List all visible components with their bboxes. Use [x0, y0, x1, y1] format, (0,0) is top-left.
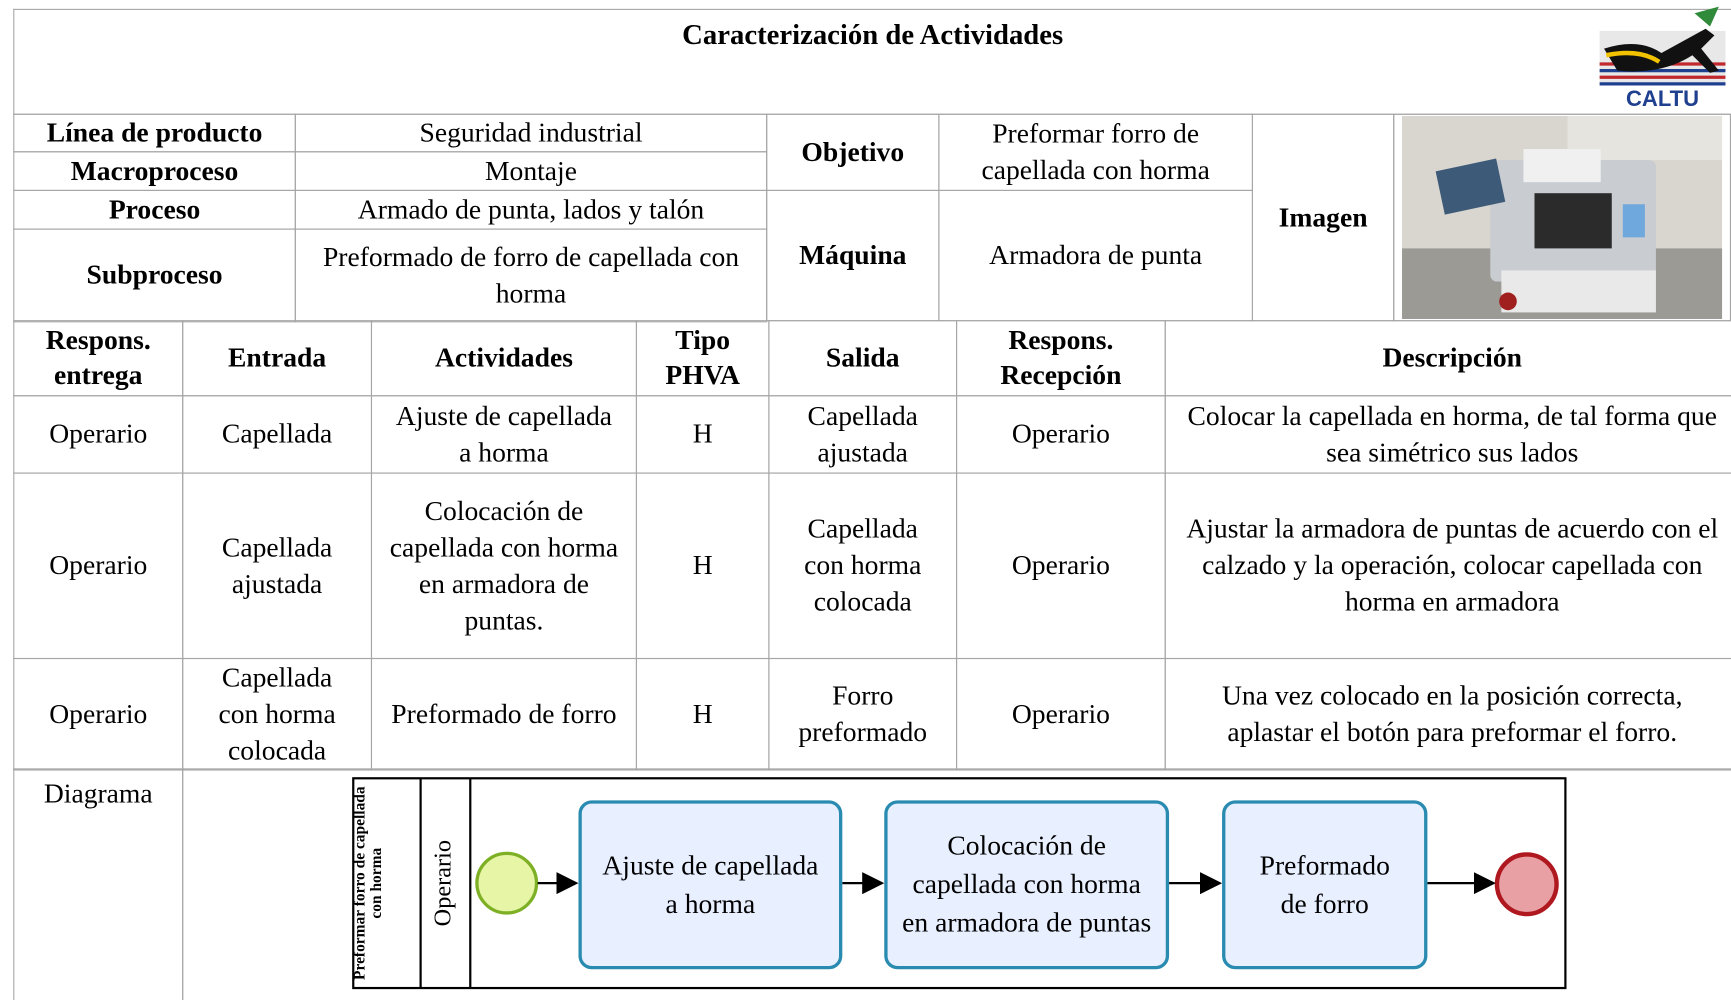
table-cell: Operario	[13, 395, 184, 474]
image-cell	[1393, 113, 1731, 322]
table-cell: Preformado de forro	[370, 657, 637, 771]
logo: CALTU	[1599, 6, 1726, 111]
table-cell: Capellada con horma colocada	[182, 657, 373, 771]
column-header: Respons. Recepción	[956, 320, 1166, 397]
table-cell: Una vez colocado en la posición correcta…	[1164, 657, 1731, 771]
column-header: Descripción	[1164, 320, 1731, 397]
info-label: Subproceso	[13, 228, 296, 323]
table-cell: Operario	[956, 395, 1166, 474]
table-cell: Operario	[956, 472, 1166, 660]
info-value: Montaje	[294, 151, 768, 191]
table-cell: Colocación de capellada con horma en arm…	[370, 472, 637, 660]
table-cell: H	[635, 657, 770, 771]
table-cell: Ajuste de capellada a horma	[370, 395, 637, 474]
table-cell: Capellada con horma colocada	[768, 472, 958, 660]
table-cell: Colocar la capellada en horma, de tal fo…	[1164, 395, 1731, 474]
task: Ajuste de capellada a horma	[578, 800, 843, 970]
table-cell: Operario	[13, 472, 184, 660]
diagram-label: Diagrama	[13, 768, 184, 1000]
table-cell: Ajustar la armadora de puntas de acuerdo…	[1164, 472, 1731, 660]
table-cell: Forro preformado	[768, 657, 958, 771]
info-label: Proceso	[13, 189, 296, 230]
start-event	[475, 851, 539, 915]
column-header: Tipo PHVA	[635, 320, 770, 397]
info-value: Preformado de forro de capellada con hor…	[294, 228, 768, 323]
table-cell: H	[635, 472, 770, 660]
column-header: Entrada	[182, 320, 373, 397]
column-header: Actividades	[370, 320, 637, 397]
task: Preformado de forro	[1222, 800, 1428, 970]
table-cell: Operario	[13, 657, 184, 771]
info-label: Macroproceso	[13, 151, 296, 191]
table-cell: Capellada ajustada	[768, 395, 958, 474]
pool-label: Preformar forro de capellada con horma	[353, 786, 385, 980]
column-header: Respons. entrega	[13, 320, 184, 397]
task: Colocación de capellada con horma en arm…	[884, 800, 1170, 970]
info-label: Línea de producto	[13, 113, 296, 153]
title-text: Caracterización de Actividades	[682, 18, 1064, 51]
table-cell: Capellada ajustada	[182, 472, 373, 660]
machine-photo	[1402, 115, 1723, 320]
lane-label: Operario	[428, 840, 456, 927]
info-value: Armado de punta, lados y talón	[294, 189, 768, 230]
end-event	[1494, 852, 1559, 917]
info-value: Seguridad industrial	[294, 113, 768, 153]
logo-text: CALTU	[1626, 86, 1699, 111]
table-cell: Operario	[956, 657, 1166, 771]
column-header: Salida	[768, 320, 958, 397]
table-cell: Capellada	[182, 395, 373, 474]
table-cell: H	[635, 395, 770, 474]
